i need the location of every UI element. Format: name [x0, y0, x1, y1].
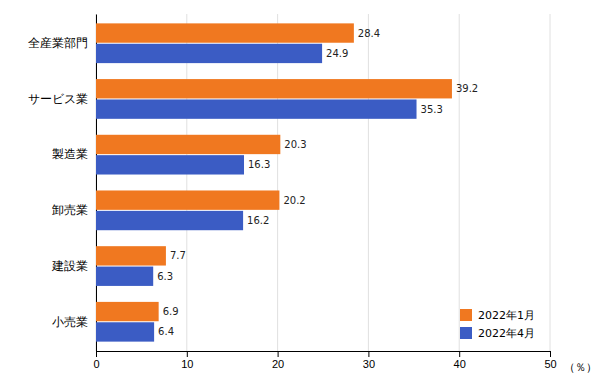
legend-swatch: [460, 309, 472, 321]
x-axis-label: （％）: [564, 361, 597, 374]
grid-line: [459, 14, 460, 351]
y-tick: 全産業部門: [28, 36, 96, 50]
bar: [96, 23, 354, 42]
y-tick-label: 製造業: [52, 147, 88, 161]
x-tick-label: 20: [272, 358, 284, 370]
bar: [96, 190, 279, 209]
data-label: 39.2: [456, 83, 478, 94]
x-tick-mark: [459, 351, 460, 357]
x-tick-mark: [187, 351, 188, 357]
data-label: 16.2: [247, 215, 269, 226]
grid: [96, 14, 550, 351]
data-label: 7.7: [170, 250, 186, 261]
y-tick-label: 卸売業: [52, 203, 88, 217]
x-tick: 10: [181, 351, 193, 370]
y-axis-line: [96, 15, 97, 352]
bar: [96, 44, 322, 63]
x-tick-label: 30: [363, 358, 375, 370]
y-tick: サービス業: [28, 92, 96, 106]
data-label: 6.3: [157, 271, 173, 282]
x-axis: 0 10 20 30 40 50: [93, 351, 556, 370]
bar: [96, 246, 166, 265]
bar: [96, 135, 280, 154]
data-label: 28.4: [358, 28, 380, 39]
x-tick-mark: [550, 351, 551, 357]
bars: [96, 23, 452, 341]
data-label: 16.3: [248, 159, 270, 170]
bar: [96, 79, 452, 98]
data-label: 6.9: [163, 306, 179, 317]
x-tick: 0: [93, 351, 99, 370]
y-tick-label: 全産業部門: [28, 36, 88, 50]
data-label: 35.3: [421, 104, 443, 115]
data-label: 24.9: [326, 48, 348, 59]
data-label: 6.4: [158, 326, 174, 337]
y-tick-label: 小売業: [52, 315, 88, 329]
x-tick-label: 50: [544, 358, 556, 370]
legend-item: 2022年4月: [460, 327, 535, 340]
bar: [96, 99, 417, 118]
bar: [96, 302, 159, 321]
grid-line: [368, 14, 369, 351]
x-tick-mark: [368, 351, 369, 357]
x-tick-label: 0: [93, 358, 99, 370]
bar: [96, 267, 153, 286]
y-axis: 全産業部門サービス業製造業卸売業建設業小売業: [28, 15, 97, 352]
grid-line: [550, 14, 551, 351]
y-tick: 製造業: [52, 147, 96, 161]
bar: [96, 322, 154, 341]
legend-swatch: [460, 327, 472, 339]
data-label: 20.3: [284, 139, 306, 150]
data-label: 20.2: [283, 195, 305, 206]
y-tick: 卸売業: [52, 203, 96, 217]
grid-line: [96, 14, 97, 351]
bar: [96, 211, 243, 230]
y-tick-label: 建設業: [51, 259, 88, 273]
x-axis-line: [97, 352, 551, 358]
legend-label: 2022年4月: [478, 327, 535, 340]
y-tick: 建設業: [51, 259, 96, 273]
grid-line: [186, 14, 187, 351]
legend: 2022年1月 2022年4月: [460, 309, 535, 340]
bar: [96, 155, 244, 174]
legend-label: 2022年1月: [478, 309, 535, 322]
plot: 0 10 20 30 40 50 全産業部門サービス業製造業卸売業建設業小売業 28.4 39.…: [28, 14, 557, 370]
x-tick: 20: [272, 351, 284, 370]
x-tick-label: 40: [454, 358, 466, 370]
x-tick-mark: [278, 351, 279, 357]
chart: 0 10 20 30 40 50 全産業部門サービス業製造業卸売業建設業小売業 28.4 39.…: [0, 0, 614, 391]
grid-line: [277, 14, 278, 351]
x-tick-mark: [96, 351, 97, 357]
legend-item: 2022年1月: [460, 309, 535, 322]
x-tick-label: 10: [181, 358, 193, 370]
x-tick: 30: [363, 351, 375, 370]
x-tick: 40: [454, 351, 466, 370]
y-tick: 小売業: [52, 315, 96, 329]
data-labels: 28.4 39.2 20.3 20.2 7.7 6.9 24.9 35.3 16.3 16.2 6.…: [157, 28, 478, 338]
y-tick-label: サービス業: [28, 92, 88, 106]
x-tick: 50: [544, 351, 556, 370]
